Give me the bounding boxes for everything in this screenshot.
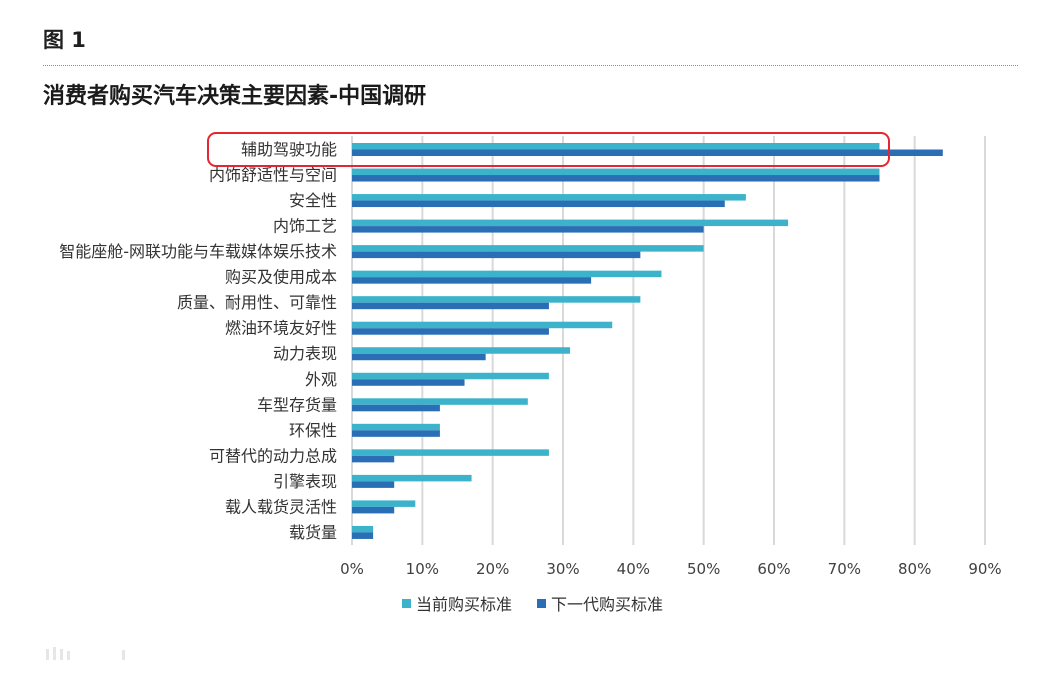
x-tick-label: 30%	[546, 560, 579, 578]
bar-next-gen-criteria	[352, 532, 374, 539]
category-label: 辅助驾驶功能	[241, 140, 337, 159]
x-axis-tick-labels: 0% 10% 20% 30% 40% 50% 60% 70% 80% 90%	[340, 560, 1002, 578]
bar-next-gen-criteria	[352, 481, 395, 488]
category-label: 可替代的动力总成	[209, 446, 337, 465]
bar-current-criteria	[352, 398, 528, 405]
bar-current-criteria	[352, 168, 880, 176]
category-label: 引擎表现	[273, 472, 337, 491]
category-label: 车型存货量	[257, 395, 337, 414]
category-label: 智能座舱-网联功能与车载媒体娱乐技术	[59, 242, 337, 261]
x-tick-label: 60%	[757, 560, 790, 578]
x-tick-label: 80%	[898, 560, 931, 578]
category-label: 安全性	[289, 191, 337, 210]
bar-current-criteria	[352, 245, 704, 252]
bar-next-gen-criteria	[352, 226, 704, 233]
legend-label-current: 当前购买标准	[416, 595, 513, 614]
bar-next-gen-criteria	[352, 251, 641, 259]
legend-swatch-next-gen	[537, 598, 547, 608]
category-label: 外观	[305, 370, 337, 389]
bar-next-gen-criteria	[352, 277, 592, 284]
bar-next-gen-criteria	[352, 379, 465, 386]
bar-current-criteria	[352, 525, 374, 533]
bar-current-criteria	[352, 449, 549, 456]
header-divider	[43, 65, 1018, 66]
bar-next-gen-criteria	[352, 455, 395, 463]
category-label: 动力表现	[273, 344, 337, 363]
bar-next-gen-criteria	[352, 353, 486, 361]
figure-label: 图 1	[43, 28, 86, 52]
bar-next-gen-criteria	[352, 302, 549, 310]
bar-next-gen-criteria	[352, 149, 943, 156]
legend: 当前购买标准 下一代购买标准	[402, 592, 663, 614]
bar-current-criteria	[352, 296, 641, 303]
category-label: 内饰舒适性与空间	[209, 166, 337, 185]
watermark-strokes	[46, 647, 125, 660]
chart-title: 消费者购买汽车决策主要因素-中国调研	[43, 84, 427, 109]
bar-current-criteria	[352, 219, 789, 227]
category-label: 载人载货灵活性	[225, 497, 337, 516]
bar-next-gen-criteria	[352, 404, 440, 412]
x-tick-label: 70%	[828, 560, 861, 578]
bar-next-gen-criteria	[352, 506, 395, 514]
x-tick-label: 50%	[687, 560, 720, 578]
bar-next-gen-criteria	[352, 328, 549, 335]
category-label: 质量、耐用性、可靠性	[177, 293, 337, 312]
bar-chart: 辅助驾驶功能内饰舒适性与空间安全性内饰工艺智能座舱-网联功能与车载媒体娱乐技术购…	[59, 132, 1002, 578]
bar-current-criteria	[352, 194, 746, 201]
bar-current-criteria	[352, 372, 549, 380]
watermark-logo	[46, 647, 125, 660]
category-label: 载货量	[289, 523, 337, 542]
bar-current-criteria	[352, 270, 662, 278]
category-label: 购买及使用成本	[225, 268, 337, 287]
y-axis-category-labels: 辅助驾驶功能内饰舒适性与空间安全性内饰工艺智能座舱-网联功能与车载媒体娱乐技术购…	[59, 140, 337, 542]
bar-current-criteria	[352, 474, 472, 482]
x-tick-label: 20%	[476, 560, 509, 578]
bar-next-gen-criteria	[352, 175, 880, 182]
legend-label-next-gen: 下一代购买标准	[551, 595, 664, 614]
x-tick-label: 40%	[617, 560, 650, 578]
category-label: 环保性	[289, 421, 337, 440]
x-tick-label: 90%	[968, 560, 1001, 578]
category-label: 燃油环境友好性	[225, 319, 337, 338]
legend-item-current: 当前购买标准	[402, 591, 512, 615]
bar-current-criteria	[352, 347, 571, 354]
bars	[352, 143, 943, 539]
highlight-box	[207, 132, 890, 167]
x-tick-label: 0%	[340, 560, 364, 578]
legend-swatch-current	[402, 598, 411, 608]
category-label: 内饰工艺	[273, 217, 337, 236]
x-tick-label: 10%	[406, 560, 439, 578]
bar-current-criteria	[352, 423, 440, 431]
bar-next-gen-criteria	[352, 200, 725, 208]
legend-item-next-gen: 下一代购买标准	[537, 591, 663, 615]
bar-current-criteria	[352, 143, 880, 150]
bar-current-criteria	[352, 321, 613, 329]
bar-next-gen-criteria	[352, 430, 440, 437]
bar-current-criteria	[352, 500, 416, 507]
